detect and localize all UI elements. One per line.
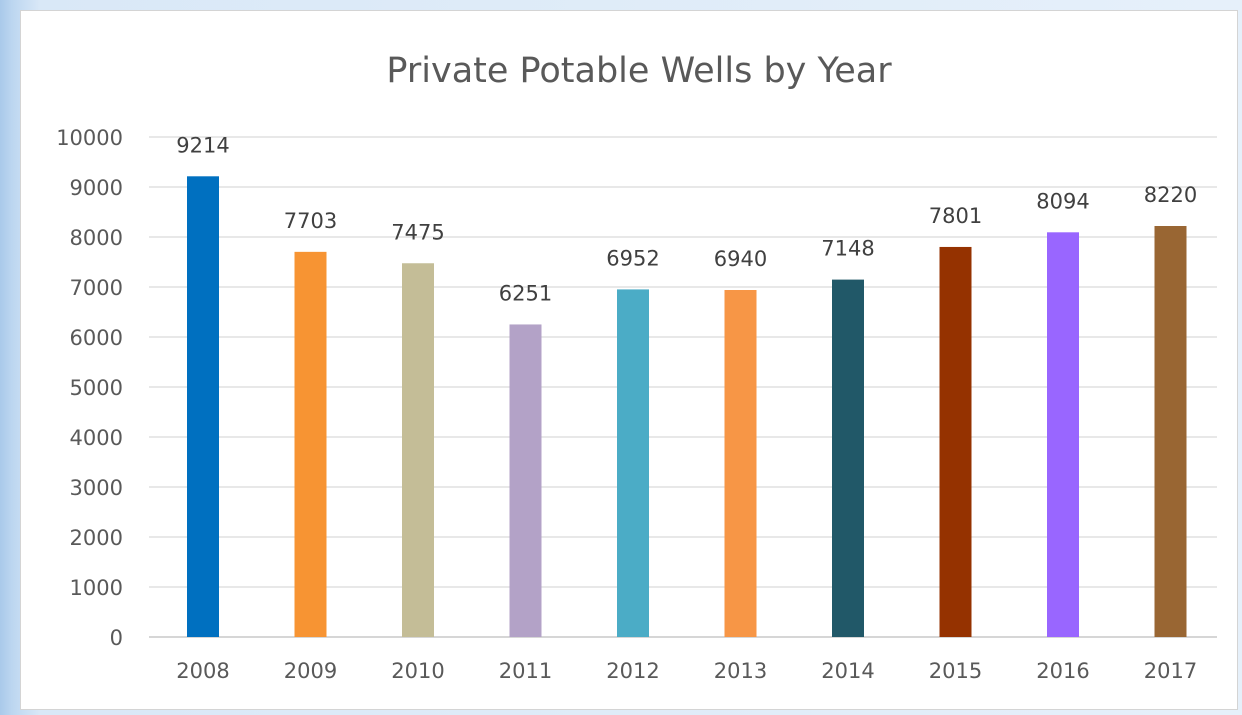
y-tick-label: 10000 xyxy=(56,126,123,150)
x-tick-label: 2011 xyxy=(499,659,552,683)
bar-2016 xyxy=(1047,232,1079,638)
y-tick-label: 1000 xyxy=(70,576,123,600)
data-label: 6952 xyxy=(606,246,659,270)
bar-2008 xyxy=(187,176,219,638)
x-tick-label: 2017 xyxy=(1144,659,1197,683)
data-label: 9214 xyxy=(176,133,229,157)
data-label: 7703 xyxy=(284,209,337,233)
y-tick-label: 9000 xyxy=(70,176,123,200)
data-label: 8220 xyxy=(1144,183,1197,207)
y-tick-label: 3000 xyxy=(70,476,123,500)
y-tick-label: 0 xyxy=(110,626,123,650)
x-tick-label: 2009 xyxy=(284,659,337,683)
y-tick-label: 8000 xyxy=(70,226,123,250)
bar-2009 xyxy=(294,251,327,637)
y-tick-label: 6000 xyxy=(70,326,123,350)
x-tick-label: 2015 xyxy=(929,659,982,683)
x-axis-ticks: 2008 2009 2010 2011 2012 2013 2014 2015 2016 2017 xyxy=(176,659,1197,683)
bar-2013 xyxy=(724,290,757,637)
chart-frame: Private Potable Wells by Year 0 1000 2000 3… xyxy=(20,10,1238,710)
x-tick-label: 2013 xyxy=(714,659,767,683)
y-tick-label: 4000 xyxy=(70,426,123,450)
bar-2014 xyxy=(832,279,864,637)
bar-2011 xyxy=(509,324,542,637)
x-tick-label: 2016 xyxy=(1036,659,1089,683)
x-tick-label: 2010 xyxy=(391,659,444,683)
bar-chart: Private Potable Wells by Year 0 1000 2000 3… xyxy=(56,51,1217,683)
data-label: 8094 xyxy=(1036,189,1089,213)
bar-2010 xyxy=(402,263,434,637)
y-axis-ticks: 0 1000 2000 3000 4000 5000 6000 7000 8000 9000 100… xyxy=(56,126,123,650)
bar-2012 xyxy=(617,289,649,637)
y-tick-label: 5000 xyxy=(70,376,123,400)
x-tick-label: 2008 xyxy=(176,659,229,683)
x-tick-label: 2012 xyxy=(606,659,659,683)
data-label: 7801 xyxy=(929,204,982,228)
x-tick-label: 2014 xyxy=(821,659,874,683)
y-tick-label: 7000 xyxy=(70,276,123,300)
bars xyxy=(187,176,1187,638)
bar-2017 xyxy=(1154,226,1187,637)
gridlines xyxy=(149,136,1217,638)
data-label: 7475 xyxy=(391,220,444,244)
chart-title: Private Potable Wells by Year xyxy=(386,51,892,91)
y-tick-label: 2000 xyxy=(70,526,123,550)
bar-2015 xyxy=(939,246,972,637)
data-label: 6940 xyxy=(714,247,767,271)
data-labels: 9214 7703 7475 6251 6952 6940 7148 7801 8094 8220 xyxy=(176,133,1197,305)
data-label: 6251 xyxy=(499,281,552,305)
data-label: 7148 xyxy=(821,237,874,261)
